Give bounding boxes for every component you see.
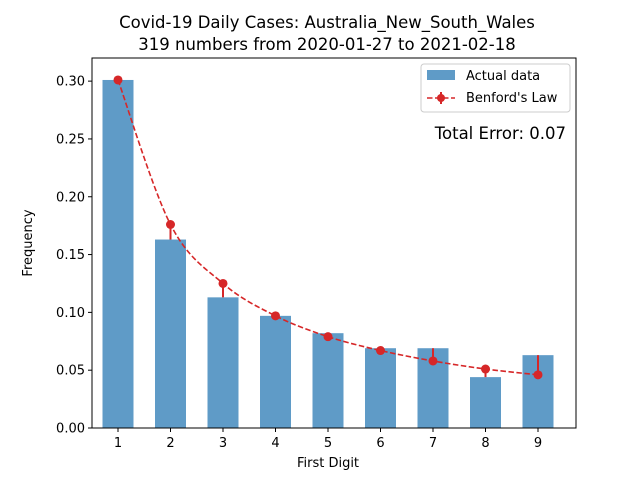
legend-marker-swatch <box>437 94 445 102</box>
x-tick-label: 8 <box>481 436 489 451</box>
bar-digit-8 <box>470 377 501 428</box>
benford-point-digit-8 <box>481 364 490 374</box>
plot-frame <box>91 57 577 429</box>
y-tick-label: 0.00 <box>56 422 85 437</box>
legend-bar-swatch <box>427 70 455 80</box>
bar-digit-5 <box>312 333 344 428</box>
y-tick-label: 0.10 <box>56 306 85 321</box>
bar-digit-4 <box>260 315 291 428</box>
legend-label-benford: Benford's Law <box>466 91 558 106</box>
x-tick-label: 6 <box>376 436 384 451</box>
x-tick-label: 5 <box>324 436 332 451</box>
legend-label-actual: Actual data <box>466 69 540 84</box>
y-tick-label: 0.30 <box>56 75 85 90</box>
benford-point-digit-4 <box>271 311 280 321</box>
x-tick-label: 7 <box>429 436 437 451</box>
x-axis-ticks: 1 2 3 4 5 6 7 8 9 <box>114 428 542 451</box>
x-tick-label: 1 <box>114 436 122 451</box>
legend-box <box>420 63 571 113</box>
x-tick-label: 4 <box>271 436 279 451</box>
x-tick-label: 2 <box>166 436 174 451</box>
benford-point-digit-2 <box>166 220 175 229</box>
y-tick-label: 0.25 <box>56 132 85 147</box>
chart-title-line1: Covid-19 Daily Cases: Australia_New_Sout… <box>119 13 535 33</box>
bar-series <box>102 79 554 428</box>
benford-point-digit-9 <box>533 370 543 380</box>
x-tick-label: 3 <box>219 436 227 451</box>
bar-digit-3 <box>207 297 239 428</box>
y-tick-label: 0.20 <box>56 190 85 205</box>
total-error-annotation: Total Error: 0.07 <box>434 124 566 143</box>
benford-point-digit-5 <box>323 332 333 342</box>
x-tick-label: 9 <box>534 436 542 451</box>
legend: Actual data Benford's Law <box>420 63 571 113</box>
y-tick-label: 0.05 <box>56 364 85 379</box>
y-tick-label: 0.15 <box>56 248 85 263</box>
bar-digit-2 <box>155 239 186 428</box>
chart-title-line2: 319 numbers from 2020-01-27 to 2021-02-1… <box>138 35 515 54</box>
benford-point-digit-6 <box>376 346 385 356</box>
x-axis-label: First Digit <box>297 456 359 471</box>
bar-digit-1 <box>102 79 134 428</box>
y-axis-ticks: 0.00 0.05 0.10 0.15 0.20 0.25 0.30 <box>56 75 92 437</box>
benford-points <box>113 75 543 380</box>
bar-digit-6 <box>365 348 396 428</box>
benford-point-digit-3 <box>218 278 228 288</box>
benford-point-digit-7 <box>428 356 438 366</box>
y-axis-label: Frequency <box>21 209 36 276</box>
benford-point-digit-1 <box>113 75 123 85</box>
